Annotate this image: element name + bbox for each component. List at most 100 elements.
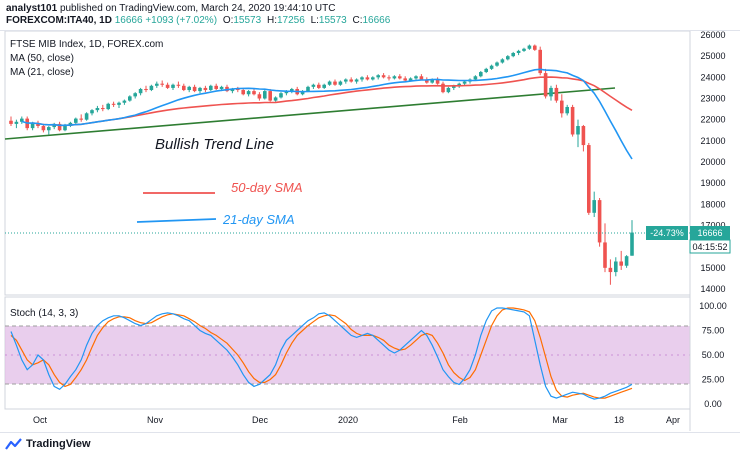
candle-body [279,93,283,98]
change-pct-text: -24.73% [650,228,684,238]
candle-body [543,73,548,97]
candle-body [241,90,245,95]
candle-body [187,86,191,91]
price-tick-label: 19000 [700,178,725,188]
candle-body [155,83,159,86]
candle-body [273,97,278,101]
candle-body [408,78,413,81]
candle-body [219,86,224,89]
candle-body [317,84,321,88]
price-tick-label: 14000 [700,284,725,294]
candle-body [160,83,164,85]
candle-body [290,88,294,92]
candle-body [41,126,46,131]
candle-body [603,242,607,268]
price-pane[interactable] [4,31,691,296]
ma50-legend: MA (50, close) [10,53,74,64]
candle-body [462,81,467,84]
candle-body [128,96,132,101]
candle-body [30,122,35,129]
candle-body [630,232,634,256]
candle-body [90,110,94,114]
candle-body [376,75,380,78]
candle-body [576,126,580,135]
candle-body [47,127,51,131]
candle-body [230,88,235,92]
candle-body [257,94,262,99]
stoch-tick-label: 0.00 [704,399,722,409]
time-tick-label: Mar [552,415,568,425]
candle-body [268,91,272,101]
low-label: L: [310,15,319,26]
stoch-legend: Stoch (14, 3, 3) [10,308,78,319]
candle-body [79,118,83,120]
candle-body [182,85,186,91]
candle-body [614,261,618,273]
candle-body [381,75,386,78]
low-value: 15573 [318,15,347,26]
stoch-axis-labels: 0.00 25.00 50.00 75.00 100.00 [699,301,727,409]
candle-body [560,100,564,114]
candle-body [414,76,418,79]
candle-body [246,91,251,95]
candle-body [484,68,488,73]
change-pct-badge [646,226,688,240]
candle-body [122,100,127,103]
candle-body [500,59,505,63]
candle-body [117,102,121,105]
candle-body [592,200,596,213]
sma21-annotation-line [136,218,217,223]
stoch-k-line [10,307,633,400]
candle-body [581,126,586,146]
close-label: C: [352,15,363,26]
candle-body [457,83,461,86]
stoch-tick-label: 100.00 [699,301,727,311]
price-axis-labels: 1400015000160001700018000190002000021000… [700,31,725,294]
candle-body [435,79,440,84]
candle-body [111,103,116,105]
candle-body [392,76,397,79]
candle-body [165,84,170,88]
price-tick-label: 18000 [700,199,725,209]
candle-body [214,85,218,89]
candle-body [419,76,424,80]
candle-body [209,85,213,91]
ma21-legend: MA (21, close) [10,67,74,78]
candle-body [236,88,240,91]
candle-body [360,77,364,80]
candle-body [311,84,316,87]
candle-body [371,77,375,80]
open-label: O: [222,15,234,26]
candle-body [74,118,78,123]
candle-body [538,49,542,74]
publisher-name[interactable]: analyst101 [6,3,58,14]
candle-body [138,88,143,94]
candle-body [479,72,483,77]
price-tick-label: 25000 [700,51,725,61]
footer: TradingView [0,432,740,457]
trend-line-annotation: Bullish Trend Line [155,136,274,153]
candle-body [527,45,532,49]
candle-body [624,256,629,266]
candle-body [95,108,100,111]
candle-body [403,78,407,81]
tradingview-logo-icon[interactable] [5,437,23,451]
candle-body [344,79,348,82]
symbol-name: FOREXCOM:ITA40, 1D [6,15,112,26]
chart-area[interactable]: 1400015000160001700018000190002000021000… [0,31,740,431]
candle-body [322,84,326,88]
bullish-trend-line[interactable] [4,87,616,140]
candle-body [446,87,451,93]
candle-body [144,88,148,91]
candle-body [9,120,13,124]
candle-body [430,79,434,83]
candle-body [570,106,575,135]
candle-body [333,81,337,85]
stoch-d-line [10,307,633,399]
candle-body [57,123,62,131]
candle-body [203,87,208,91]
candle-body [511,52,515,57]
tradingview-brand[interactable]: TradingView [26,438,91,450]
candle-body [284,91,289,94]
candle-body [36,122,40,127]
